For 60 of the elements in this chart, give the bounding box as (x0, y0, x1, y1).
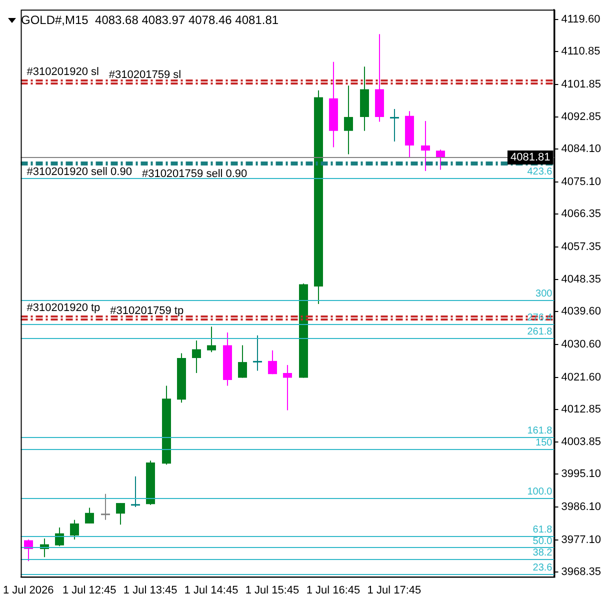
annotation: 38.2 (532, 548, 553, 559)
annotation: 50.0 (532, 536, 553, 547)
ref-line-label: #310201920 sl (26, 66, 99, 78)
y-tick-label: 3968.35 (561, 566, 602, 578)
ref-line-label: #310201920 tp (26, 302, 100, 314)
annotation: 161.8 (527, 426, 553, 437)
candlestick (238, 344, 247, 378)
y-tick-label: 3986.10 (561, 501, 602, 514)
x-tick-label: 1 Jul 13:45 (123, 584, 178, 596)
x-tick-label: 1 Jul 16:45 (306, 584, 360, 596)
candlestick (85, 507, 94, 524)
annotation: 23.6 (532, 562, 553, 574)
chart-title: GOLD#,M15 4083.68 4083.97 4078.46 4081.81 (21, 13, 279, 27)
y-tick-label: 4066.35 (561, 208, 602, 220)
y-tick-label: 4003.85 (561, 436, 602, 448)
y-tick-label: 4039.60 (561, 306, 602, 318)
candlestick (207, 326, 216, 353)
annotation: 276.4 (527, 312, 553, 324)
y-tick-label: 4092.85 (561, 111, 602, 124)
candlestick (253, 334, 262, 372)
y-tick-label: 4101.85 (561, 78, 602, 90)
ref-line-label: 4081.81 (510, 152, 550, 164)
candlestick (421, 120, 430, 172)
candlestick (344, 85, 353, 155)
ref-line-label: #310201759 sl (108, 69, 182, 82)
y-tick-label: 4084.10 (561, 143, 602, 156)
annotation: 261.8 (527, 326, 553, 338)
x-tick-label: 1 Jul 14:45 (184, 584, 238, 596)
candlestick (192, 340, 201, 374)
annotation: 100.0 (527, 486, 553, 498)
y-tick-label: 4048.35 (561, 274, 602, 286)
y-tick-label: 4021.60 (561, 371, 602, 384)
ref-line-label: #310201920 sell 0.90 (26, 166, 132, 178)
y-tick-label: 4030.60 (561, 338, 602, 351)
ref-line-label: #310201759 tp (110, 305, 184, 318)
candlestick (390, 108, 399, 142)
annotation: 300 (536, 288, 553, 300)
candlestick (131, 476, 140, 508)
annotation: 150 (536, 437, 553, 448)
candlestick (116, 502, 125, 526)
candlestick (70, 519, 79, 540)
candlestick (283, 364, 292, 411)
y-tick-label: 4012.85 (561, 403, 602, 416)
y-tick-label: 3995.10 (561, 468, 602, 480)
candlestick (268, 350, 277, 375)
y-tick-label: 4119.60 (561, 13, 600, 26)
x-tick-label: 1 Jul 2026 (3, 584, 54, 596)
x-tick-label: 1 Jul 12:45 (62, 584, 116, 596)
x-tick-label: 1 Jul 15:45 (245, 584, 300, 596)
annotation: 61.8 (532, 524, 553, 536)
y-tick-label: 4110.85 (561, 45, 600, 58)
ref-line-label: #310201759 sell 0.90 (142, 168, 248, 180)
annotation: 423.6 (527, 166, 553, 178)
y-tick-label: 4057.35 (561, 240, 602, 253)
candlestick (101, 493, 110, 520)
candlestick (55, 526, 64, 547)
y-tick-label: 3977.10 (561, 534, 602, 546)
y-tick-label: 4075.10 (561, 176, 602, 188)
x-tick-label: 1 Jul 17:45 (367, 584, 422, 596)
candlestick (436, 149, 445, 170)
